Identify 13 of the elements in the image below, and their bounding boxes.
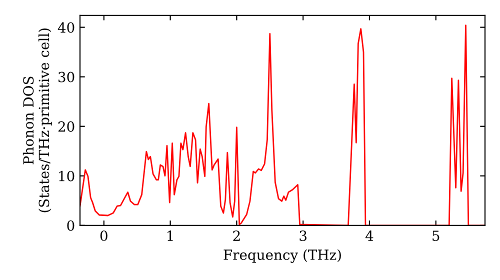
y-tick-label: 20 [58, 121, 74, 132]
x-tick-label: 3 [300, 230, 306, 242]
y-tick-label: 0 [67, 220, 74, 231]
x-tick-label: 0 [100, 230, 108, 242]
x-tick-label: 1 [168, 230, 173, 241]
x-axis-title: Frequency (THz) [224, 249, 341, 263]
y-axis-title: Phonon DOS (States/THz·primitive cell) [22, 28, 52, 212]
x-tick-label: 5 [432, 230, 440, 242]
x-tick-label: 2 [233, 230, 240, 241]
y-tick-label: 30 [58, 72, 74, 82]
y-tick-label: 10 [59, 170, 74, 182]
x-tick-label: 4 [365, 230, 374, 241]
y-tick-label: 40 [58, 22, 74, 33]
